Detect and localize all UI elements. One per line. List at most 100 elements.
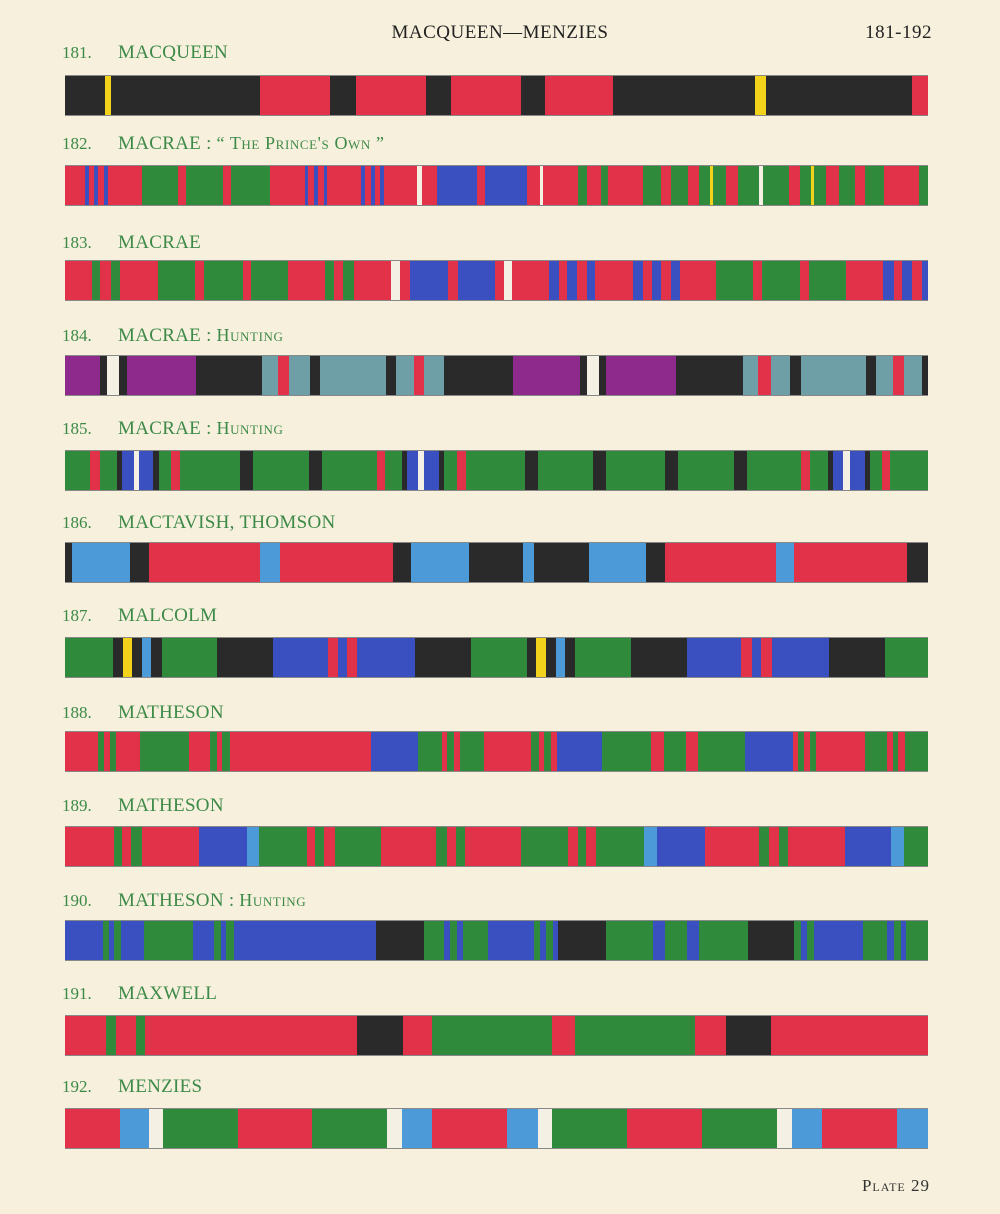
stripe-R xyxy=(65,1109,121,1148)
tartan-entry: 182. MACRAE : “ The Prince's Own ” xyxy=(62,133,932,206)
stripe-R xyxy=(801,451,811,490)
stripe-G xyxy=(342,261,354,300)
tartan-entry: 191. MAXWELL xyxy=(62,983,932,1056)
stripe-R xyxy=(384,166,418,205)
stripe-G xyxy=(810,451,828,490)
stripe-L xyxy=(896,1109,928,1148)
stripe-Y xyxy=(810,166,815,205)
stripe-B xyxy=(323,166,328,205)
stripe-R xyxy=(122,827,132,866)
stripe-G xyxy=(157,261,196,300)
stripe-K xyxy=(240,451,254,490)
stripe-G xyxy=(893,921,901,960)
tartan-label: 191. MAXWELL xyxy=(62,983,932,1007)
tartan-number: 192. xyxy=(62,1077,92,1096)
stripe-G xyxy=(806,921,814,960)
tartan-name: MACTAVISH, THOMSON xyxy=(118,512,336,533)
tartan-name: MACRAE : xyxy=(118,325,212,346)
stripe-G xyxy=(677,451,734,490)
stripe-G xyxy=(385,451,403,490)
stripe-G xyxy=(906,921,928,960)
stripe-K xyxy=(110,76,260,115)
stripe-R xyxy=(845,261,883,300)
stripe-R xyxy=(512,261,550,300)
stripe-B xyxy=(337,638,348,677)
stripe-K xyxy=(132,638,142,677)
stripe-K xyxy=(546,638,556,677)
stripe-W xyxy=(503,261,513,300)
stripe-G xyxy=(663,732,686,771)
stripe-G xyxy=(904,827,928,866)
tartan-entry: 188. MATHESON xyxy=(62,702,932,772)
stripe-R xyxy=(270,166,305,205)
stripe-R xyxy=(288,261,325,300)
stripe-G xyxy=(455,827,466,866)
tartan-label: 182. MACRAE : “ The Prince's Own ” xyxy=(62,133,932,157)
stripe-W xyxy=(417,451,424,490)
stripe-B xyxy=(409,261,448,300)
stripe-K xyxy=(534,543,590,582)
stripe-G xyxy=(552,1109,628,1148)
stripe-G xyxy=(601,732,652,771)
stripe-R xyxy=(327,166,362,205)
stripe-L xyxy=(776,543,795,582)
tartan-name: MATHESON : xyxy=(118,890,235,911)
stripe-G xyxy=(163,1109,239,1148)
stripe-G xyxy=(99,451,118,490)
stripe-T xyxy=(742,356,759,395)
stripe-G xyxy=(596,827,644,866)
stripe-B xyxy=(361,166,366,205)
stripe-K xyxy=(612,76,755,115)
stripe-G xyxy=(794,921,802,960)
stripe-R xyxy=(741,638,752,677)
stripe-R xyxy=(627,1109,702,1148)
stripe-K xyxy=(119,356,127,395)
stripe-B xyxy=(751,638,761,677)
stripe-G xyxy=(918,166,928,205)
tartan-variant: “ The Prince's Own ” xyxy=(216,133,385,153)
stripe-B xyxy=(745,732,793,771)
stripe-B xyxy=(687,921,699,960)
stripe-G xyxy=(808,261,846,300)
stripe-G xyxy=(577,827,586,866)
stripe-R xyxy=(280,543,393,582)
stripe-G xyxy=(110,261,120,300)
stripe-G xyxy=(578,166,587,205)
stripe-W xyxy=(759,166,763,205)
stripe-G xyxy=(889,451,928,490)
stripe-G xyxy=(106,1016,116,1055)
stripe-R xyxy=(854,166,865,205)
stripe-G xyxy=(186,166,224,205)
stripe-R xyxy=(477,166,485,205)
stripe-G xyxy=(462,921,488,960)
stripe-G xyxy=(312,1109,388,1148)
stripe-B xyxy=(670,261,681,300)
stripe-B xyxy=(921,261,928,300)
stripe-K xyxy=(579,356,587,395)
stripe-G xyxy=(759,827,770,866)
stripe-L xyxy=(260,543,281,582)
tartan-sett-bar xyxy=(65,450,928,491)
stripe-K xyxy=(725,1016,771,1055)
stripe-R xyxy=(355,76,426,115)
stripe-K xyxy=(527,638,537,677)
stripe-R xyxy=(223,166,232,205)
stripe-R xyxy=(403,1016,432,1055)
stripe-R xyxy=(88,166,95,205)
stripe-G xyxy=(534,921,540,960)
stripe-G xyxy=(738,166,760,205)
tartan-sett-bar xyxy=(65,75,928,116)
stripe-G xyxy=(698,732,746,771)
tartan-name: MATHESON xyxy=(118,795,224,816)
stripe-P xyxy=(512,356,580,395)
stripe-R xyxy=(229,732,372,771)
stripe-G xyxy=(334,827,382,866)
stripe-R xyxy=(278,356,290,395)
stripe-G xyxy=(715,261,754,300)
stripe-T xyxy=(876,356,893,395)
stripe-L xyxy=(71,543,130,582)
stripe-K xyxy=(443,356,513,395)
stripe-R xyxy=(107,166,143,205)
stripe-W xyxy=(417,166,422,205)
stripe-G xyxy=(258,827,307,866)
